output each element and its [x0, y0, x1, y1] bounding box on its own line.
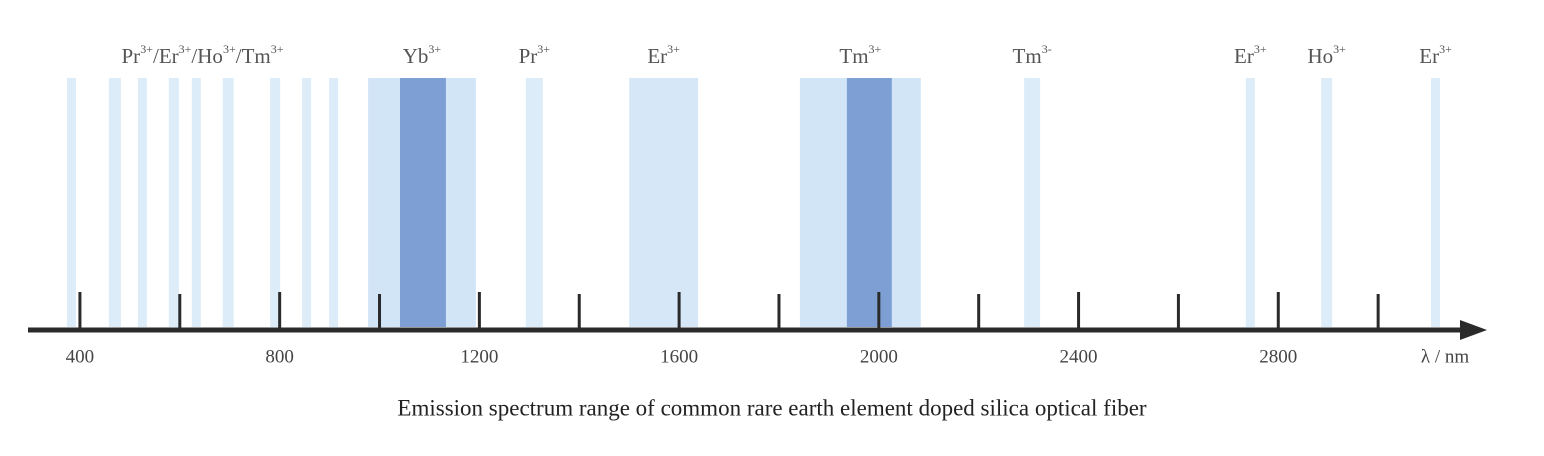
ion-label: Ho3+​	[1307, 42, 1346, 68]
x-tick-label: 2400	[1060, 346, 1098, 367]
x-tick-label: 800	[265, 346, 294, 367]
ion-charge: 3+	[140, 42, 153, 56]
x-tick-label: 2800	[1259, 346, 1297, 367]
ion-charge: 3+	[271, 42, 284, 56]
emission-band	[399, 78, 446, 327]
emission-band	[525, 78, 543, 327]
x-tick-label: 400	[66, 346, 95, 367]
ion-label: Er3+​	[1234, 42, 1267, 68]
ion-symbol: Er	[1234, 44, 1254, 68]
ion-symbol: Er	[159, 44, 179, 68]
ion-symbol: Er	[647, 44, 667, 68]
ion-label: Pr3+​	[519, 42, 551, 68]
ion-symbol: Ho	[197, 44, 223, 68]
ion-symbol: Pr	[519, 44, 538, 68]
ion-symbol: Ho	[1307, 44, 1333, 68]
ion-symbol: Er	[1419, 44, 1439, 68]
ion-separator: /	[153, 44, 159, 68]
ion-charge: 3+	[1254, 42, 1267, 56]
x-axis-label: λ / nm	[1421, 346, 1469, 367]
emission-band	[1431, 78, 1441, 327]
ion-charge: 3+	[179, 42, 192, 56]
ion-separator: /	[236, 44, 242, 68]
ion-label: Er3+​	[1419, 42, 1452, 68]
emission-band	[270, 78, 281, 327]
emission-band	[1245, 78, 1255, 327]
ion-charge: 3+	[1333, 42, 1346, 56]
bands	[66, 78, 1441, 327]
emission-band	[329, 78, 339, 327]
ion-label: Pr3+​/Er3+​/Ho3+​/Tm3+​	[122, 42, 284, 68]
emission-band	[137, 78, 147, 327]
ion-charge: 3+	[667, 42, 680, 56]
ion-charge: 3+	[428, 42, 441, 56]
emission-band	[108, 78, 121, 327]
caption: Emission spectrum range of common rare e…	[397, 395, 1146, 420]
ion-symbol: Tm	[242, 44, 271, 68]
emission-band	[1024, 78, 1041, 327]
x-tick-label: 1200	[460, 346, 498, 367]
ion-charge: 3+	[869, 42, 882, 56]
ion-symbol: Yb	[403, 44, 429, 68]
ion-symbol: Tm	[839, 44, 868, 68]
emission-band	[66, 78, 76, 327]
ion-charge: 3-	[1042, 42, 1052, 56]
x-tick-label: 1600	[660, 346, 698, 367]
x-tick-label: 2000	[860, 346, 898, 367]
ion-label: Tm3+​	[839, 42, 881, 68]
ion-label: Er3+​	[647, 42, 680, 68]
emission-band	[1321, 78, 1333, 327]
ion-charge: 3+	[223, 42, 236, 56]
emission-band	[191, 78, 201, 327]
emission-band	[168, 78, 179, 327]
ion-charge: 3+	[537, 42, 550, 56]
emission-band	[222, 78, 234, 327]
axis-arrow	[1460, 320, 1487, 340]
emission-band	[302, 78, 312, 327]
ion-symbol: Pr	[122, 44, 141, 68]
ion-charge: 3+	[1439, 42, 1452, 56]
ion-separator: /	[191, 44, 197, 68]
ion-label: Yb3+​	[403, 42, 442, 68]
ion-label: Tm3-​	[1013, 42, 1052, 68]
ion-symbol: Tm	[1013, 44, 1042, 68]
emission-band	[846, 78, 892, 327]
emission-band	[629, 78, 699, 327]
